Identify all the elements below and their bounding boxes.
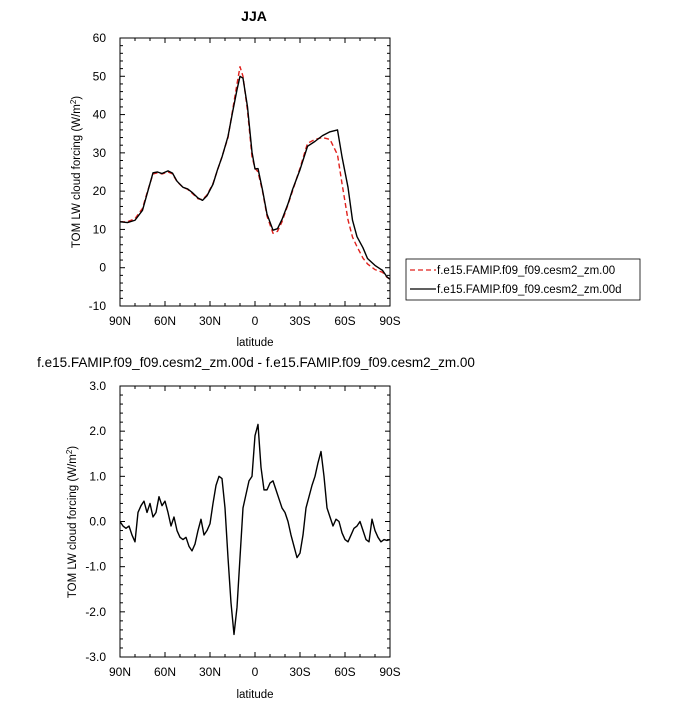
top-y-tick-label: 0 — [99, 261, 106, 275]
top-chart-title: JJA — [241, 8, 267, 24]
bot-x-tick-label: 90S — [379, 665, 400, 679]
bottom-y-axis-label-main: TOM LW cloud forcing (W/m — [67, 454, 79, 598]
top-y-tick-labels: -10 0 10 20 30 40 50 60 — [89, 31, 107, 313]
bottom-y-tick-labels: -3.0 -2.0 -1.0 0.0 1.0 2.0 3.0 — [85, 379, 106, 664]
top-x-tick-label: 30S — [289, 314, 310, 328]
bot-x-tick-label: 90N — [109, 665, 131, 679]
legend: f.e15.FAMIP.f09_f09.cesm2_zm.00 f.e15.FA… — [405, 258, 641, 301]
top-x-tick-label: 60N — [154, 314, 176, 328]
top-x-tick-label: 90N — [109, 314, 131, 328]
bottom-x-axis-label: latitude — [236, 689, 273, 701]
legend-label-black: f.e15.FAMIP.f09_f09.cesm2_zm.00d — [437, 284, 622, 296]
bot-x-tick-label: 0 — [252, 665, 259, 679]
top-y-tick-label: 40 — [93, 108, 107, 122]
top-x-axis-label: latitude — [236, 337, 273, 349]
bot-y-tick-label: -1.0 — [85, 560, 106, 574]
bot-series-0-line — [120, 423, 390, 636]
bot-plot-frame — [119, 385, 391, 658]
bottom-y-axis-label-sup: 2 — [65, 449, 74, 454]
top-x-tick-labels: 90N 60N 30N 0 30S 60S 90S — [109, 314, 401, 328]
bot-y-tick-label: -2.0 — [85, 605, 106, 619]
top-x-tick-label: 90S — [379, 314, 400, 328]
top-y-axis-label: TOM LW cloud forcing (W/m2) — [69, 96, 83, 248]
top-plot-frame — [119, 37, 391, 307]
top-x-tick-label: 60S — [334, 314, 355, 328]
bottom-y-axis-label-end: ) — [67, 446, 79, 450]
top-y-tick-label: 20 — [93, 184, 107, 198]
bot-x-tick-label: 60S — [334, 665, 355, 679]
top-x-tick-label: 30N — [199, 314, 221, 328]
bot-x-tick-label: 30N — [199, 665, 221, 679]
top-plot-area — [119, 37, 391, 307]
legend-label-red: f.e15.FAMIP.f09_f09.cesm2_zm.00 — [437, 265, 615, 277]
top-series-1-line — [120, 75, 390, 280]
bot-y-tick-label: 1.0 — [89, 469, 106, 483]
top-y-axis-label-main: TOM LW cloud forcing (W/m — [71, 104, 83, 248]
bottom-panel: f.e15.FAMIP.f09_f09.cesm2_zm.00d - f.e15… — [37, 355, 475, 701]
top-y-tick-label: 60 — [93, 31, 107, 45]
top-y-axis-label-end: ) — [71, 96, 83, 100]
bot-x-tick-label: 60N — [154, 665, 176, 679]
bot-y-tick-label: 2.0 — [89, 424, 106, 438]
bot-y-tick-label: -3.0 — [85, 650, 106, 664]
top-series-0-line — [120, 66, 390, 280]
top-y-tick-label: -10 — [89, 299, 107, 313]
top-y-tick-label: 10 — [93, 222, 107, 236]
bottom-chart-title: f.e15.FAMIP.f09_f09.cesm2_zm.00d - f.e15… — [37, 355, 475, 370]
bottom-x-tick-labels: 90N 60N 30N 0 30S 60S 90S — [109, 665, 401, 679]
bot-y-tick-label: 0.0 — [89, 515, 106, 529]
top-y-axis-label-sup: 2 — [69, 99, 78, 104]
legend-box — [405, 258, 641, 301]
bot-y-tick-label: 3.0 — [89, 379, 106, 393]
bottom-plot-area — [119, 385, 391, 658]
bot-x-tick-label: 30S — [289, 665, 310, 679]
bottom-y-axis-label: TOM LW cloud forcing (W/m2) — [65, 446, 79, 598]
top-x-tick-label: 0 — [252, 314, 259, 328]
top-y-tick-label: 50 — [93, 69, 107, 83]
top-y-tick-label: 30 — [93, 146, 107, 160]
top-panel: JJA 90N 60N 30N 0 30S 60S 90S -10 0 10 20 30 40 50 60… — [69, 8, 641, 349]
